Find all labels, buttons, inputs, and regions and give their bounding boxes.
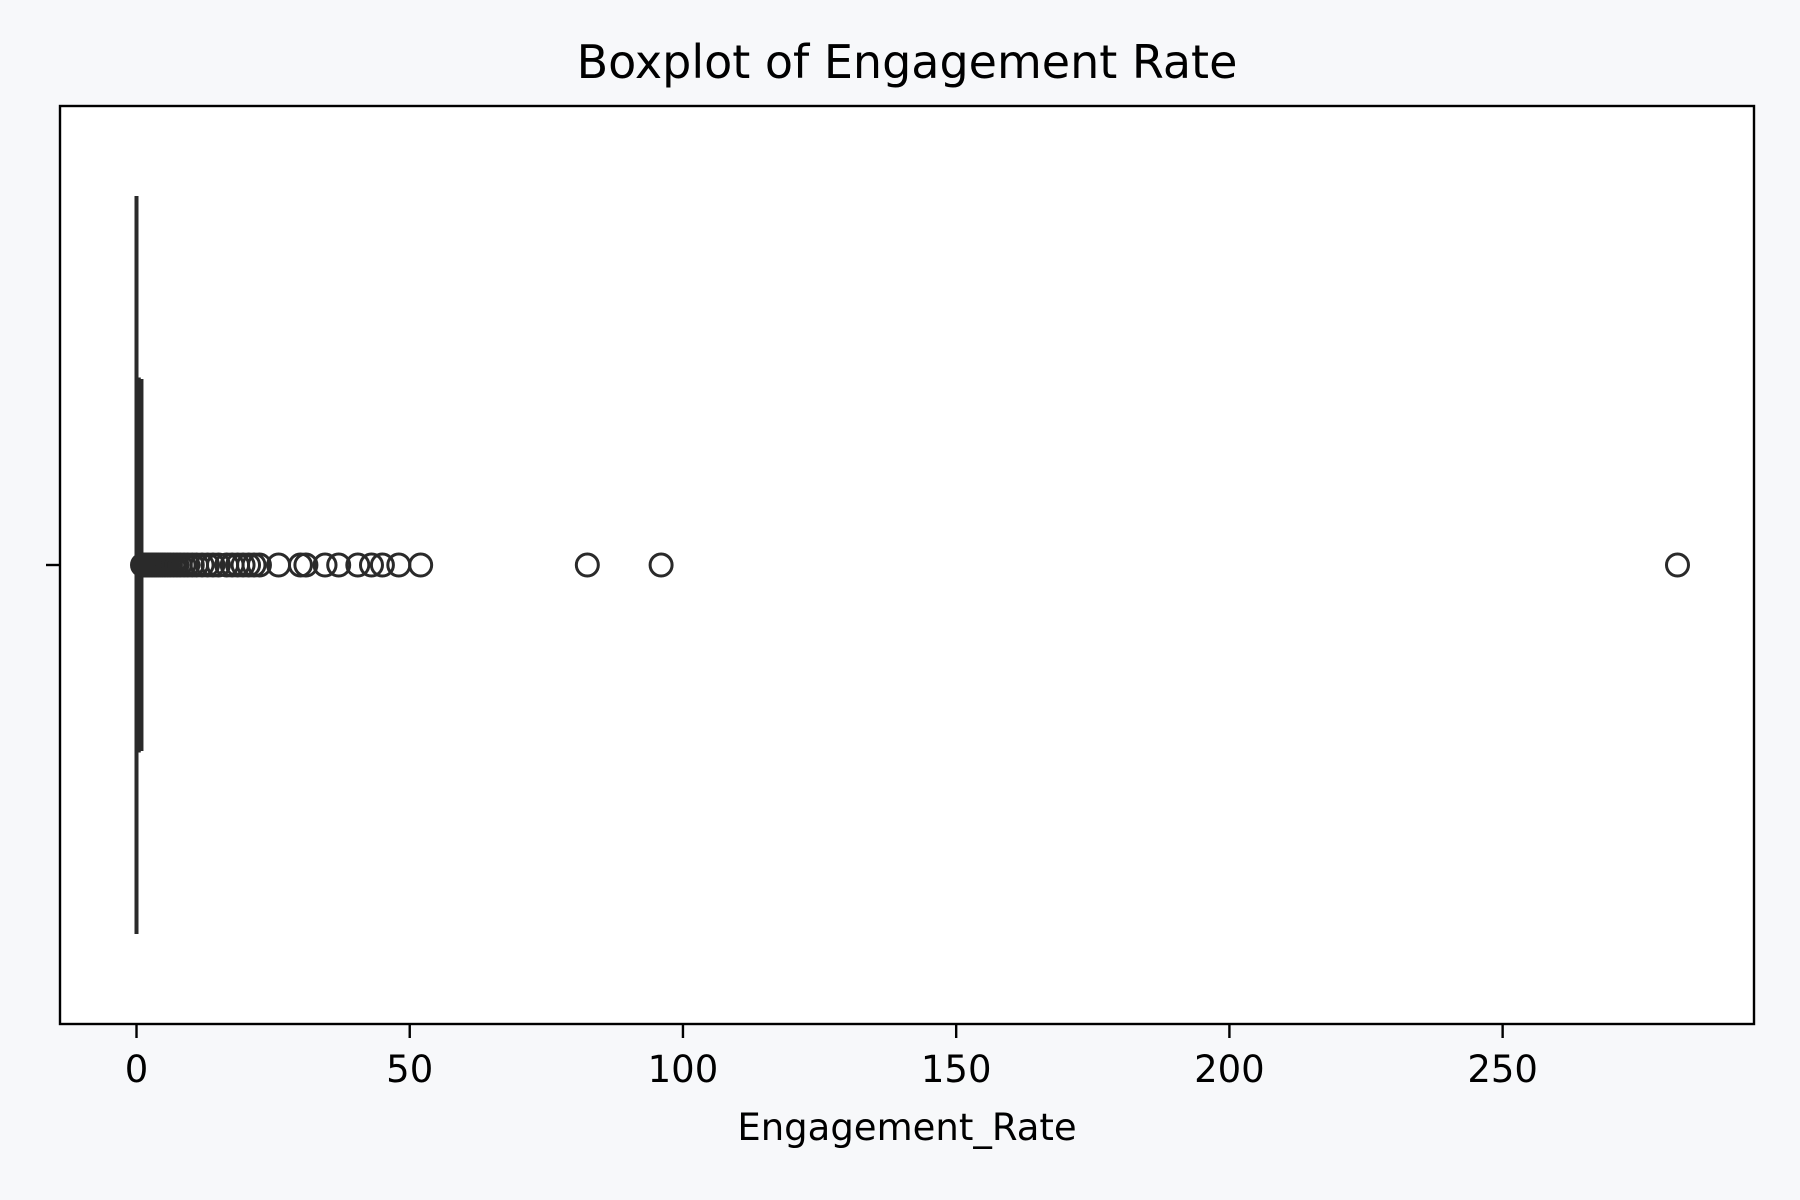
outlier-point bbox=[369, 552, 395, 578]
outlier-point bbox=[326, 552, 352, 578]
outlier-point bbox=[358, 552, 384, 578]
outlier-point bbox=[574, 552, 600, 578]
outlier-point bbox=[205, 552, 231, 578]
outlier-point bbox=[345, 552, 371, 578]
x-tick-label: 200 bbox=[1194, 1048, 1265, 1091]
plot-marks bbox=[130, 196, 1690, 934]
x-tick-label: 100 bbox=[648, 1048, 719, 1091]
x-tick-label: 0 bbox=[125, 1048, 149, 1091]
outlier-point bbox=[312, 552, 338, 578]
x-tick-label: 50 bbox=[386, 1048, 433, 1091]
chart-title: Boxplot of Engagement Rate bbox=[577, 35, 1238, 89]
outlier-point bbox=[1664, 552, 1690, 578]
plot-area bbox=[60, 106, 1754, 1024]
x-tick-label: 250 bbox=[1467, 1048, 1538, 1091]
outlier-point bbox=[293, 552, 319, 578]
outlier-point bbox=[408, 552, 434, 578]
outlier-point bbox=[246, 552, 272, 578]
x-axis: 0 50 100 150 200 250 bbox=[125, 1024, 1538, 1091]
outlier-point bbox=[648, 552, 674, 578]
x-tick-label: 150 bbox=[921, 1048, 992, 1091]
x-axis-label: Engagement_Rate bbox=[737, 1106, 1076, 1149]
